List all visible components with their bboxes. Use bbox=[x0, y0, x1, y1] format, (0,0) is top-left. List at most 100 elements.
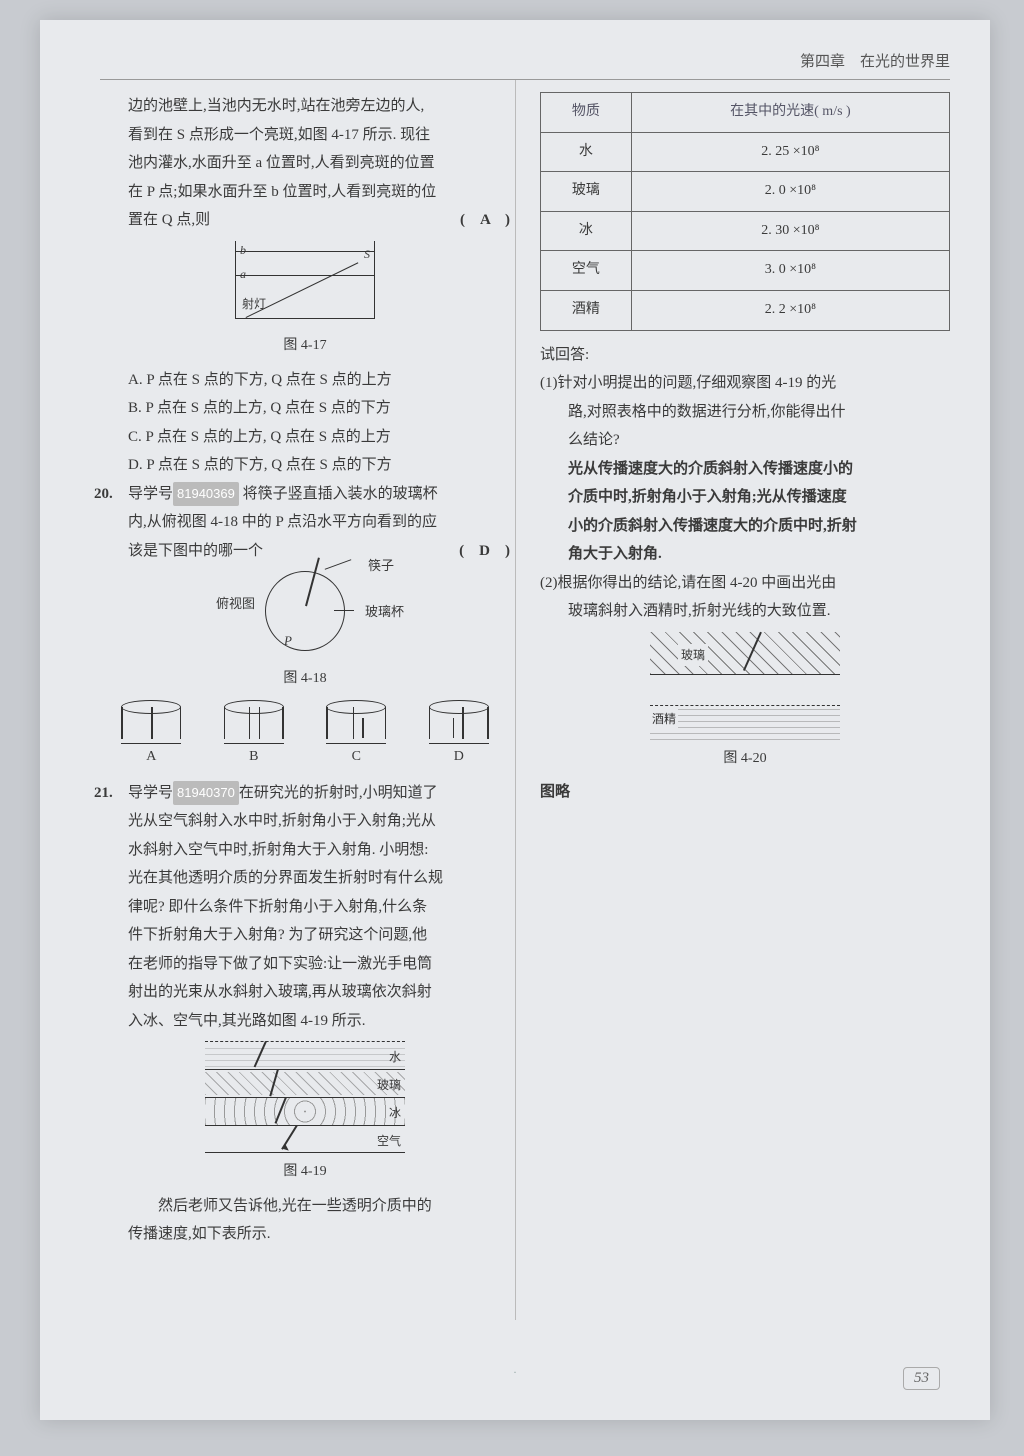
text: 在研究光的折射时,小明知道了 bbox=[239, 785, 438, 801]
layer-glass: 玻璃 bbox=[205, 1069, 405, 1097]
label: 筷子 bbox=[368, 554, 394, 579]
label-P: P bbox=[284, 629, 292, 654]
text: 玻璃斜射入酒精时,折射光线的大致位置. bbox=[540, 597, 950, 626]
glass-layer: 玻璃 bbox=[650, 632, 840, 674]
answer-text: 图略 bbox=[540, 778, 950, 807]
text: 水斜射入空气中时,折射角大于入射角. 小明想: bbox=[100, 836, 510, 865]
glass-alcohol-diagram: 玻璃 酒精 bbox=[650, 632, 840, 740]
text: 传播速度,如下表所示. bbox=[100, 1220, 510, 1249]
layer-ice: 冰 bbox=[205, 1097, 405, 1125]
label: 俯视图 bbox=[216, 592, 255, 617]
option-d: D. P 点在 S 点的下方, Q 点在 S 点的下方 bbox=[100, 451, 510, 480]
figure-4-19: 水 玻璃 冰 空气 图 4-19 bbox=[100, 1041, 510, 1186]
pool-diagram: b a S 射灯 bbox=[235, 241, 375, 319]
page-number: 53 bbox=[903, 1367, 940, 1390]
lamp-label: 射灯 bbox=[242, 293, 266, 316]
text: 池内灌水,水面升至 a 位置时,人看到亮斑的位置 bbox=[100, 149, 510, 178]
text: 导学号 bbox=[128, 785, 173, 801]
td: 空气 bbox=[541, 251, 632, 291]
text: (2)根据你得出的结论,请在图 4-20 中画出光由 bbox=[540, 569, 950, 598]
minicup-icon bbox=[429, 700, 489, 744]
leader-2 bbox=[334, 610, 354, 611]
text: (1)针对小明提出的问题,仔细观察图 4-19 的光 bbox=[540, 369, 950, 398]
text: 该是下图中的哪一个 bbox=[128, 537, 263, 566]
text: 么结论? bbox=[540, 426, 950, 455]
opt-d: D bbox=[429, 700, 489, 771]
text: 件下折射角大于入射角? 为了研究这个问题,他 bbox=[100, 921, 510, 950]
th: 物质 bbox=[541, 93, 632, 133]
gap-layer bbox=[650, 674, 840, 706]
qnum: 21. bbox=[94, 779, 113, 808]
option-row: A B C bbox=[100, 700, 510, 771]
text: 置在 Q 点,则 ( A ) bbox=[100, 206, 510, 235]
td: 玻璃 bbox=[541, 172, 632, 212]
caption: 图 4-19 bbox=[100, 1159, 510, 1186]
text: 边的池壁上,当池内无水时,站在池旁左边的人, bbox=[100, 92, 510, 121]
th: 在其中的光速( m/s ) bbox=[631, 93, 949, 133]
line-b bbox=[236, 251, 374, 252]
opt-c: C bbox=[326, 700, 386, 771]
foot-mark: · bbox=[513, 1365, 517, 1380]
table-row: 物质 在其中的光速( m/s ) bbox=[541, 93, 950, 133]
text: 内,从俯视图 4-18 中的 P 点沿水平方向看到的应 bbox=[100, 508, 510, 537]
speed-table: 物质 在其中的光速( m/s ) 水2. 25 ×10⁸ 玻璃2. 0 ×10⁸… bbox=[540, 92, 950, 331]
text: 路,对照表格中的数据进行分析,你能得出什 bbox=[540, 398, 950, 427]
text: 律呢? 即什么条件下折射角小于入射角,什么条 bbox=[100, 893, 510, 922]
opt-a: A bbox=[121, 700, 181, 771]
text: 置在 Q 点,则 bbox=[128, 206, 210, 235]
minicup-icon bbox=[326, 700, 386, 744]
text: 入冰、空气中,其光路如图 4-19 所示. bbox=[100, 1007, 510, 1036]
columns: 边的池壁上,当池内无水时,站在池旁左边的人, 看到在 S 点形成一个亮斑,如图 … bbox=[100, 92, 950, 1249]
label: 水 bbox=[389, 1046, 401, 1069]
table-row: 水2. 25 ×10⁸ bbox=[541, 132, 950, 172]
caption: 图 4-20 bbox=[540, 746, 950, 773]
answer-text: 小的介质斜射入传播速度大的介质中时,折射 bbox=[540, 512, 950, 541]
answer-text: 光从传播速度大的介质斜射入传播速度小的 bbox=[540, 455, 950, 484]
figure-4-20: 玻璃 酒精 图 4-20 bbox=[540, 632, 950, 773]
td: 3. 0 ×10⁸ bbox=[631, 251, 949, 291]
refraction-layers: 水 玻璃 冰 空气 bbox=[205, 1041, 405, 1153]
qnum: 20. bbox=[94, 480, 113, 509]
td: 2. 2 ×10⁸ bbox=[631, 290, 949, 330]
text: 导学号 bbox=[128, 486, 173, 502]
caption: 图 4-17 bbox=[100, 333, 510, 360]
text: 然后老师又告诉他,光在一些透明介质中的 bbox=[100, 1192, 510, 1221]
opt-b: B bbox=[224, 700, 284, 771]
guide-tag: 81940370 bbox=[173, 781, 239, 806]
figure-4-17: b a S 射灯 图 4-17 bbox=[100, 241, 510, 360]
td: 水 bbox=[541, 132, 632, 172]
q20: 20. 导学号81940369 将筷子竖直插入装水的玻璃杯 bbox=[100, 480, 510, 509]
td: 2. 25 ×10⁸ bbox=[631, 132, 949, 172]
text: 在老师的指导下做了如下实验:让一激光手电筒 bbox=[100, 950, 510, 979]
answer-text: 介质中时,折射角小于入射角;光从传播速度 bbox=[540, 483, 950, 512]
text: 射出的光束从水斜射入玻璃,再从玻璃依次斜射 bbox=[100, 978, 510, 1007]
text: 在 P 点;如果水面升至 b 位置时,人看到亮斑的位 bbox=[100, 178, 510, 207]
label-S: S bbox=[364, 243, 370, 266]
table-row: 冰2. 30 ×10⁸ bbox=[541, 211, 950, 251]
column-divider bbox=[515, 80, 516, 1320]
text: 将筷子竖直插入装水的玻璃杯 bbox=[239, 486, 438, 502]
page: 第四章 在光的世界里 边的池壁上,当池内无水时,站在池旁左边的人, 看到在 S … bbox=[40, 20, 990, 1420]
minicup-icon bbox=[224, 700, 284, 744]
opt-label: C bbox=[326, 744, 386, 771]
answer-mark: ( D ) bbox=[459, 537, 510, 566]
td: 2. 0 ×10⁸ bbox=[631, 172, 949, 212]
opt-label: B bbox=[224, 744, 284, 771]
cup-top-view: 筷子 玻璃杯 俯视图 P bbox=[265, 571, 345, 651]
alcohol-layer bbox=[650, 706, 840, 740]
answer-text: 角大于入射角. bbox=[540, 540, 950, 569]
td: 酒精 bbox=[541, 290, 632, 330]
incident-ray-icon bbox=[743, 631, 761, 670]
right-column: 物质 在其中的光速( m/s ) 水2. 25 ×10⁸ 玻璃2. 0 ×10⁸… bbox=[540, 92, 950, 1249]
option-c: C. P 点在 S 点的上方, Q 点在 S 点的上方 bbox=[100, 423, 510, 452]
left-column: 边的池壁上,当池内无水时,站在池旁左边的人, 看到在 S 点形成一个亮斑,如图 … bbox=[100, 92, 510, 1249]
label: 冰 bbox=[389, 1102, 401, 1125]
line-a bbox=[236, 275, 374, 276]
text: 看到在 S 点形成一个亮斑,如图 4-17 所示. 现往 bbox=[100, 121, 510, 150]
label: 酒精 bbox=[650, 708, 678, 731]
caption: 图 4-18 bbox=[100, 666, 510, 693]
table-row: 玻璃2. 0 ×10⁸ bbox=[541, 172, 950, 212]
td: 2. 30 ×10⁸ bbox=[631, 211, 949, 251]
table-row: 酒精2. 2 ×10⁸ bbox=[541, 290, 950, 330]
label: 玻璃杯 bbox=[365, 600, 404, 625]
